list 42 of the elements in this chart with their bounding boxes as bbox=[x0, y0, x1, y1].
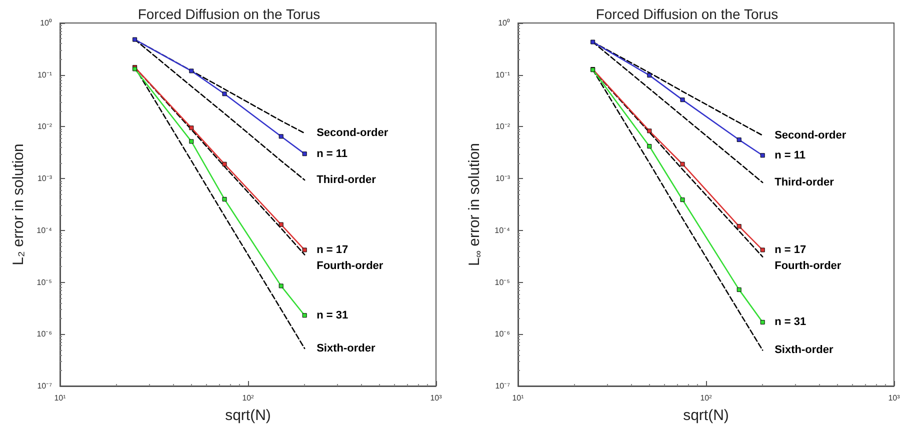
y-tick-label: 10⁻⁷ bbox=[495, 382, 510, 390]
y-tick-label: 10⁻⁴ bbox=[36, 226, 53, 235]
series-label: Sixth-order bbox=[316, 342, 376, 354]
y-axis-title: L₂ error in solution bbox=[10, 144, 27, 266]
y-tick-label: 10⁻¹ bbox=[495, 70, 510, 80]
y-tick-label: 10⁻⁷ bbox=[37, 382, 52, 390]
series-label: Fourth-order bbox=[316, 260, 384, 272]
y-tick-label: 10⁻⁴ bbox=[494, 226, 511, 235]
x-tick-label: 10² bbox=[242, 394, 254, 402]
series-label: Third-order bbox=[316, 174, 377, 186]
y-tick-label: 10⁻⁶ bbox=[494, 330, 510, 339]
chart-title: Forced Diffusion on the Torus bbox=[596, 6, 778, 22]
series-label: Sixth-order bbox=[774, 344, 834, 356]
chart-title: Forced Diffusion on the Torus bbox=[138, 6, 320, 22]
x-tick-label: 10² bbox=[700, 394, 712, 402]
series-label: Fourth-order bbox=[774, 260, 842, 272]
y-tick-label: 10⁻⁶ bbox=[36, 330, 52, 339]
series-label: Third-order bbox=[774, 176, 835, 188]
x-tick-label: 10³ bbox=[888, 394, 900, 402]
y-tick-label: 10⁰ bbox=[498, 18, 510, 28]
y-tick-label: 10⁻² bbox=[37, 122, 52, 132]
x-tick-label: 10¹ bbox=[512, 394, 524, 402]
y-tick-label: 10⁻⁵ bbox=[36, 278, 52, 287]
x-tick-label: 10³ bbox=[430, 394, 442, 402]
y-tick-label: 10⁰ bbox=[40, 18, 52, 28]
series-label: n = 11 bbox=[774, 149, 806, 162]
series-label: n = 17 bbox=[316, 244, 348, 256]
x-axis-title: sqrt(N) bbox=[225, 407, 271, 424]
y-tick-label: 10⁻² bbox=[495, 122, 510, 132]
x-tick-label: 10¹ bbox=[54, 394, 66, 402]
y-tick-label: 10⁻¹ bbox=[37, 70, 52, 80]
y-tick-label: 10⁻⁵ bbox=[494, 278, 510, 287]
series-label: n = 31 bbox=[316, 309, 348, 322]
series-label: Second-order bbox=[316, 127, 389, 140]
y-tick-label: 10⁻³ bbox=[37, 174, 52, 184]
series-label: n = 17 bbox=[774, 244, 806, 256]
y-tick-label: 10⁻³ bbox=[495, 174, 510, 184]
y-axis-title: L∞ error in solution bbox=[466, 142, 484, 266]
series-label: n = 31 bbox=[774, 316, 806, 328]
series-label: n = 11 bbox=[316, 148, 348, 160]
series-label: Second-order bbox=[774, 129, 847, 142]
x-axis-title: sqrt(N) bbox=[683, 407, 729, 424]
